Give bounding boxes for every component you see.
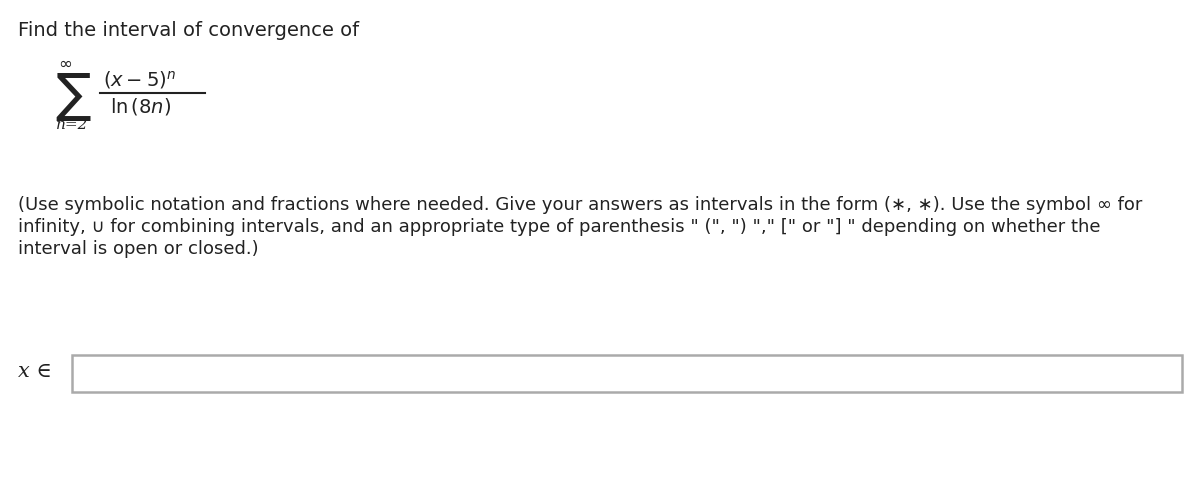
Text: infinity, ∪ for combining intervals, and an appropriate type of parenthesis " (": infinity, ∪ for combining intervals, and… — [18, 218, 1100, 236]
Text: ∞: ∞ — [58, 55, 72, 73]
Text: x ∈: x ∈ — [18, 362, 52, 381]
Text: $(x-5)^{n}$: $(x-5)^{n}$ — [103, 69, 176, 91]
Text: (Use symbolic notation and fractions where needed. Give your answers as interval: (Use symbolic notation and fractions whe… — [18, 196, 1142, 214]
Text: ∑: ∑ — [55, 70, 90, 122]
Text: $\mathrm{ln}\,(8n)$: $\mathrm{ln}\,(8n)$ — [110, 96, 172, 117]
Text: n=2: n=2 — [56, 118, 89, 132]
FancyBboxPatch shape — [72, 355, 1182, 392]
Text: interval is open or closed.): interval is open or closed.) — [18, 240, 259, 258]
Text: Find the interval of convergence of: Find the interval of convergence of — [18, 21, 359, 40]
